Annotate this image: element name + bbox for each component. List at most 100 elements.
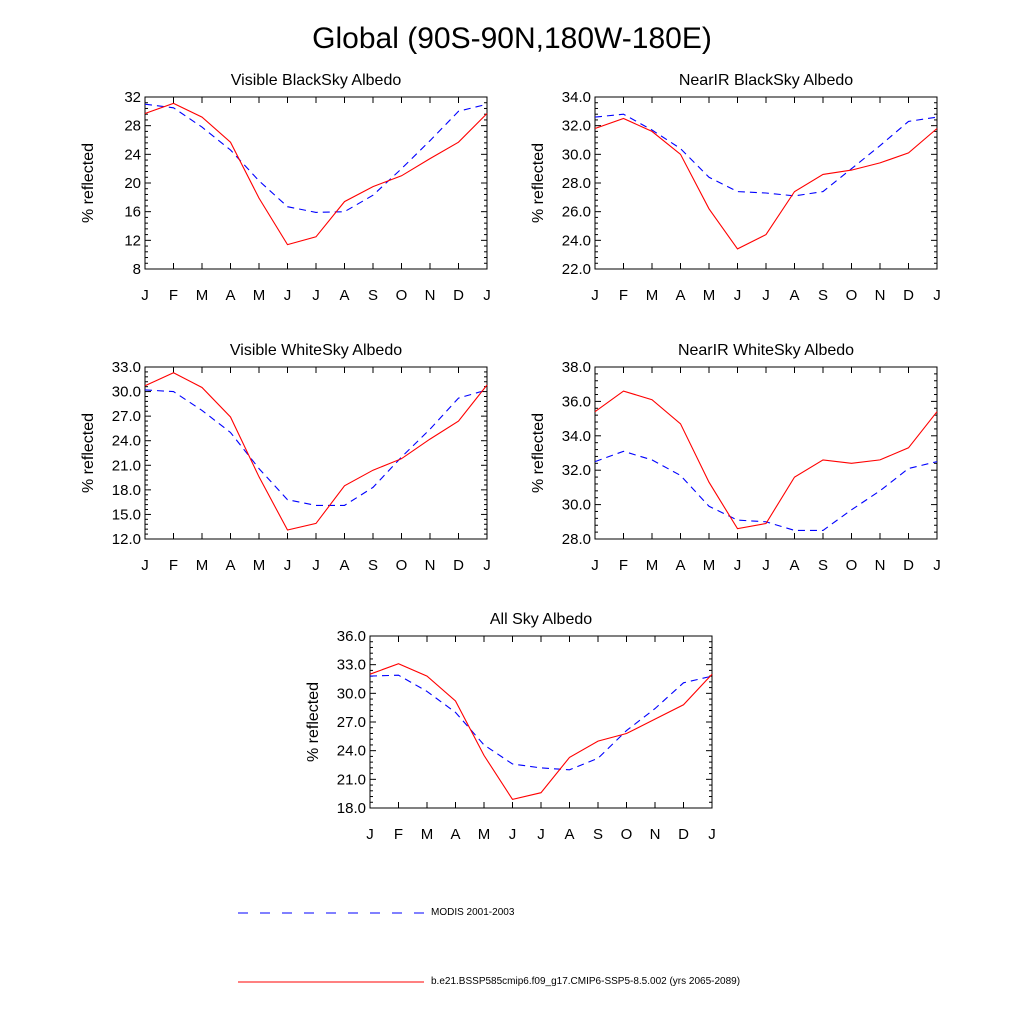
y-tick-label: 33.0	[112, 359, 141, 376]
series-line-modis	[594, 113, 938, 197]
x-tick-label: J	[483, 287, 491, 304]
y-tick-label: 16	[124, 204, 141, 221]
y-tick-label: 32.0	[562, 118, 591, 135]
y-tick-label: 24.0	[562, 232, 591, 249]
chart-title: Visible WhiteSky Albedo	[230, 342, 402, 359]
y-tick-label: 21.0	[112, 457, 141, 474]
x-tick-label: M	[646, 557, 659, 574]
y-tick-label: 30.0	[112, 384, 141, 401]
y-axis-label: % reflected	[530, 413, 547, 493]
x-tick-label: O	[396, 287, 408, 304]
x-tick-label: M	[478, 826, 491, 843]
x-tick-label: F	[169, 557, 178, 574]
x-tick-label: F	[619, 557, 628, 574]
x-tick-label: D	[453, 557, 464, 574]
y-tick-label: 32.0	[562, 462, 591, 479]
y-tick-label: 33.0	[337, 657, 366, 674]
series-line-modis	[594, 450, 938, 531]
y-tick-label: 27.0	[337, 714, 366, 731]
y-axis-label: % reflected	[80, 413, 97, 493]
x-tick-label: A	[225, 557, 235, 574]
x-tick-label: J	[933, 287, 941, 304]
x-tick-label: J	[312, 287, 320, 304]
series-line-model	[144, 102, 488, 246]
y-tick-label: 15.0	[112, 506, 141, 523]
y-axis-label: % reflected	[530, 143, 547, 223]
x-tick-label: F	[169, 287, 178, 304]
y-tick-label: 20	[124, 175, 141, 192]
x-tick-label: S	[818, 557, 828, 574]
y-tick-label: 28	[124, 118, 141, 135]
y-tick-label: 28.0	[562, 531, 591, 548]
y-tick-label: 34.0	[562, 89, 591, 106]
y-tick-label: 34.0	[562, 428, 591, 445]
x-tick-label: J	[708, 826, 716, 843]
figure-title: Global (90S-90N,180W-180E)	[312, 22, 712, 55]
x-tick-label: M	[646, 287, 659, 304]
chart-title: NearIR WhiteSky Albedo	[678, 342, 854, 359]
x-tick-label: J	[312, 557, 320, 574]
x-tick-label: N	[875, 557, 886, 574]
x-tick-label: J	[762, 287, 770, 304]
y-tick-label: 30.0	[562, 497, 591, 514]
y-tick-label: 21.0	[337, 771, 366, 788]
x-tick-label: J	[591, 557, 599, 574]
x-tick-label: J	[141, 287, 149, 304]
x-tick-label: D	[678, 826, 689, 843]
chart-title: NearIR BlackSky Albedo	[679, 72, 853, 89]
x-tick-label: M	[421, 826, 434, 843]
y-tick-label: 12	[124, 232, 141, 249]
legend-label-model: b.e21.BSSP585cmip6.f09_g17.CMIP6-SSP5-8.…	[431, 976, 741, 987]
x-tick-label: J	[734, 287, 742, 304]
x-tick-label: M	[253, 287, 266, 304]
x-tick-label: J	[483, 557, 491, 574]
x-tick-label: J	[509, 826, 517, 843]
y-tick-label: 24	[124, 146, 141, 163]
x-tick-label: O	[846, 557, 858, 574]
x-tick-label: A	[675, 557, 685, 574]
y-tick-label: 30.0	[562, 146, 591, 163]
y-tick-label: 36.0	[337, 628, 366, 645]
y-tick-label: 32	[124, 89, 141, 106]
x-tick-label: N	[425, 287, 436, 304]
y-tick-label: 8	[133, 261, 141, 278]
x-tick-label: M	[703, 557, 716, 574]
x-tick-label: S	[818, 287, 828, 304]
chart-title: Visible BlackSky Albedo	[231, 72, 402, 89]
x-tick-label: F	[394, 826, 403, 843]
legend-label-modis: MODIS 2001-2003	[431, 907, 515, 918]
y-tick-label: 36.0	[562, 393, 591, 410]
series-line-modis	[369, 674, 713, 771]
x-tick-label: J	[141, 557, 149, 574]
chart-panel-2: NearIR BlackSky Albedo % reflected 22.0 24.…	[530, 72, 941, 304]
x-tick-label: O	[621, 826, 633, 843]
y-tick-label: 38.0	[562, 359, 591, 376]
y-axis-label: % reflected	[80, 143, 97, 223]
series-line-model	[144, 372, 488, 531]
x-tick-label: D	[903, 287, 914, 304]
x-tick-label: A	[675, 287, 685, 304]
series-line-model	[594, 390, 938, 530]
series-line-model	[594, 117, 938, 250]
x-tick-label: J	[591, 287, 599, 304]
x-tick-label: F	[619, 287, 628, 304]
x-tick-label: M	[253, 557, 266, 574]
chart-panel-1: Visible BlackSky Albedo % reflected 8 12 16 2…	[80, 72, 491, 304]
y-tick-label: 27.0	[112, 408, 141, 425]
x-tick-label: J	[366, 826, 374, 843]
x-tick-label: O	[396, 557, 408, 574]
x-tick-label: J	[734, 557, 742, 574]
x-tick-label: A	[339, 557, 349, 574]
y-tick-label: 24.0	[337, 743, 366, 760]
x-tick-label: N	[650, 826, 661, 843]
x-tick-label: M	[196, 557, 209, 574]
x-tick-label: A	[339, 287, 349, 304]
series-line-model	[369, 663, 713, 801]
x-tick-label: J	[762, 557, 770, 574]
x-tick-label: D	[453, 287, 464, 304]
x-tick-label: D	[903, 557, 914, 574]
x-tick-label: O	[846, 287, 858, 304]
x-tick-label: A	[450, 826, 460, 843]
